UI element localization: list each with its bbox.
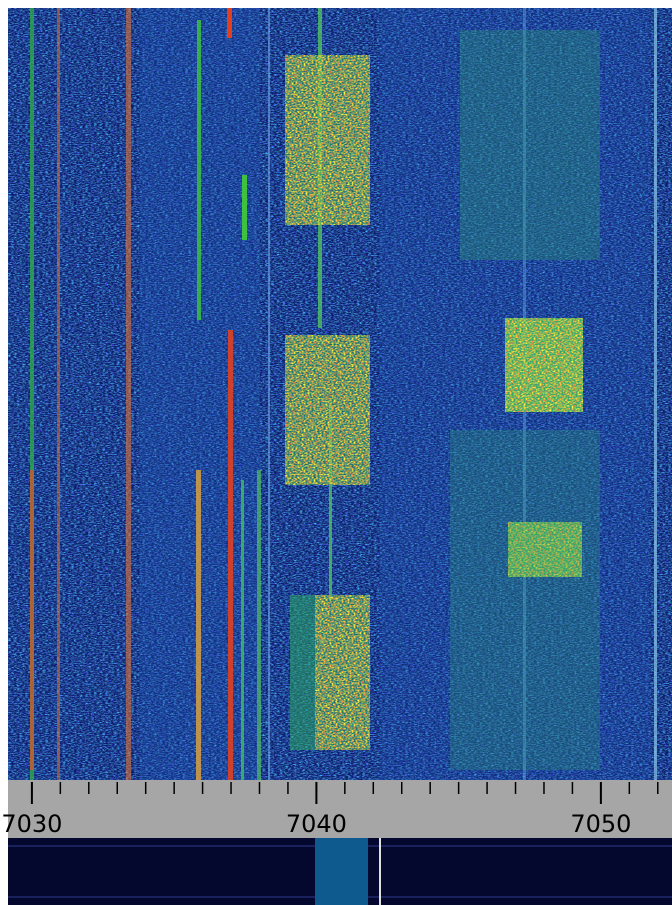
signal-burst [285, 55, 370, 225]
signal-burst [460, 30, 600, 260]
carrier [126, 8, 131, 780]
carrier [57, 8, 60, 780]
frequency-label: 7050 [570, 810, 631, 838]
signal-burst [505, 318, 583, 412]
signal-burst [285, 335, 370, 485]
frequency-label: 7040 [286, 810, 347, 838]
carrier [196, 470, 201, 780]
carrier [228, 330, 233, 780]
frequency-scale: 7030 7040 7050 [1, 780, 672, 838]
carrier [227, 8, 232, 38]
carrier [242, 175, 247, 240]
passband[interactable] [315, 838, 368, 905]
carrier [241, 480, 244, 780]
carrier [329, 400, 332, 600]
signal-burst [450, 430, 600, 770]
carrier [30, 8, 34, 780]
waterfall [8, 8, 672, 780]
signal-burst [315, 595, 370, 750]
signal-burst [508, 522, 582, 577]
carrier [30, 470, 34, 770]
carrier [268, 8, 270, 780]
carrier [257, 470, 261, 780]
carrier [654, 8, 657, 780]
frequency-label: 7030 [1, 810, 62, 838]
carrier [197, 20, 201, 320]
passband-strip [8, 838, 672, 905]
scale-background [8, 780, 672, 838]
